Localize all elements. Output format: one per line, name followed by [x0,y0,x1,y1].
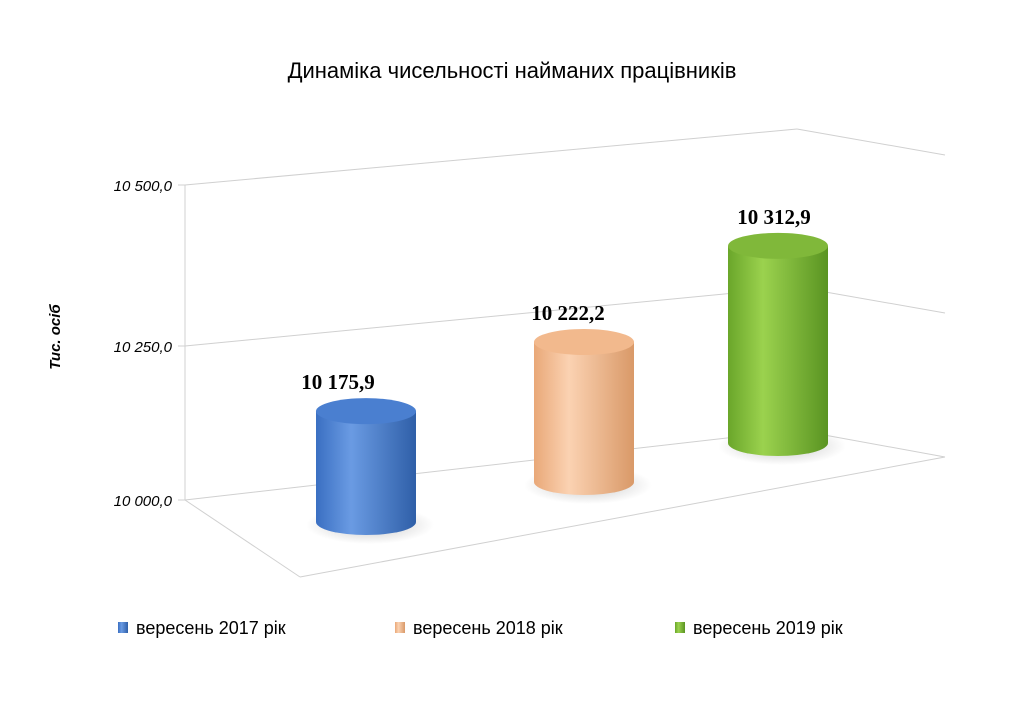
legend-swatch [675,622,685,633]
grid [178,128,946,578]
gridline-mid-back [184,286,798,347]
y-tick-label: 10 000,0 [114,493,173,510]
y-tick-label: 10 500,0 [114,178,173,195]
legend-label: вересень 2017 рік [136,618,286,638]
floor-back-edge [184,429,798,501]
legend-label: вересень 2019 рік [693,618,843,638]
legend-swatch [395,622,405,633]
data-label: 10 222,2 [531,301,605,325]
legend-label: вересень 2018 рік [413,618,563,638]
bar [316,411,416,535]
data-label: 10 175,9 [301,370,375,394]
bars [306,232,846,544]
floor-left-edge [184,499,301,578]
bar [534,342,634,495]
legend: вересень 2017 рік вересень 2018 рік вере… [118,618,843,638]
floor-front-edge [299,456,946,578]
y-axis-label: Тис. осіб [47,304,64,370]
bar-top [534,329,634,356]
y-tick-label: 10 250,0 [114,339,173,356]
bar-top [728,232,828,259]
back-wall-top-edge [184,128,798,186]
bar-top [316,398,416,425]
chart-title: Динаміка чисельності найманих працівникі… [288,58,737,83]
right-wall-top-edge [796,128,946,156]
data-label: 10 312,9 [737,205,811,229]
bar [728,245,828,456]
legend-swatch [118,622,128,633]
